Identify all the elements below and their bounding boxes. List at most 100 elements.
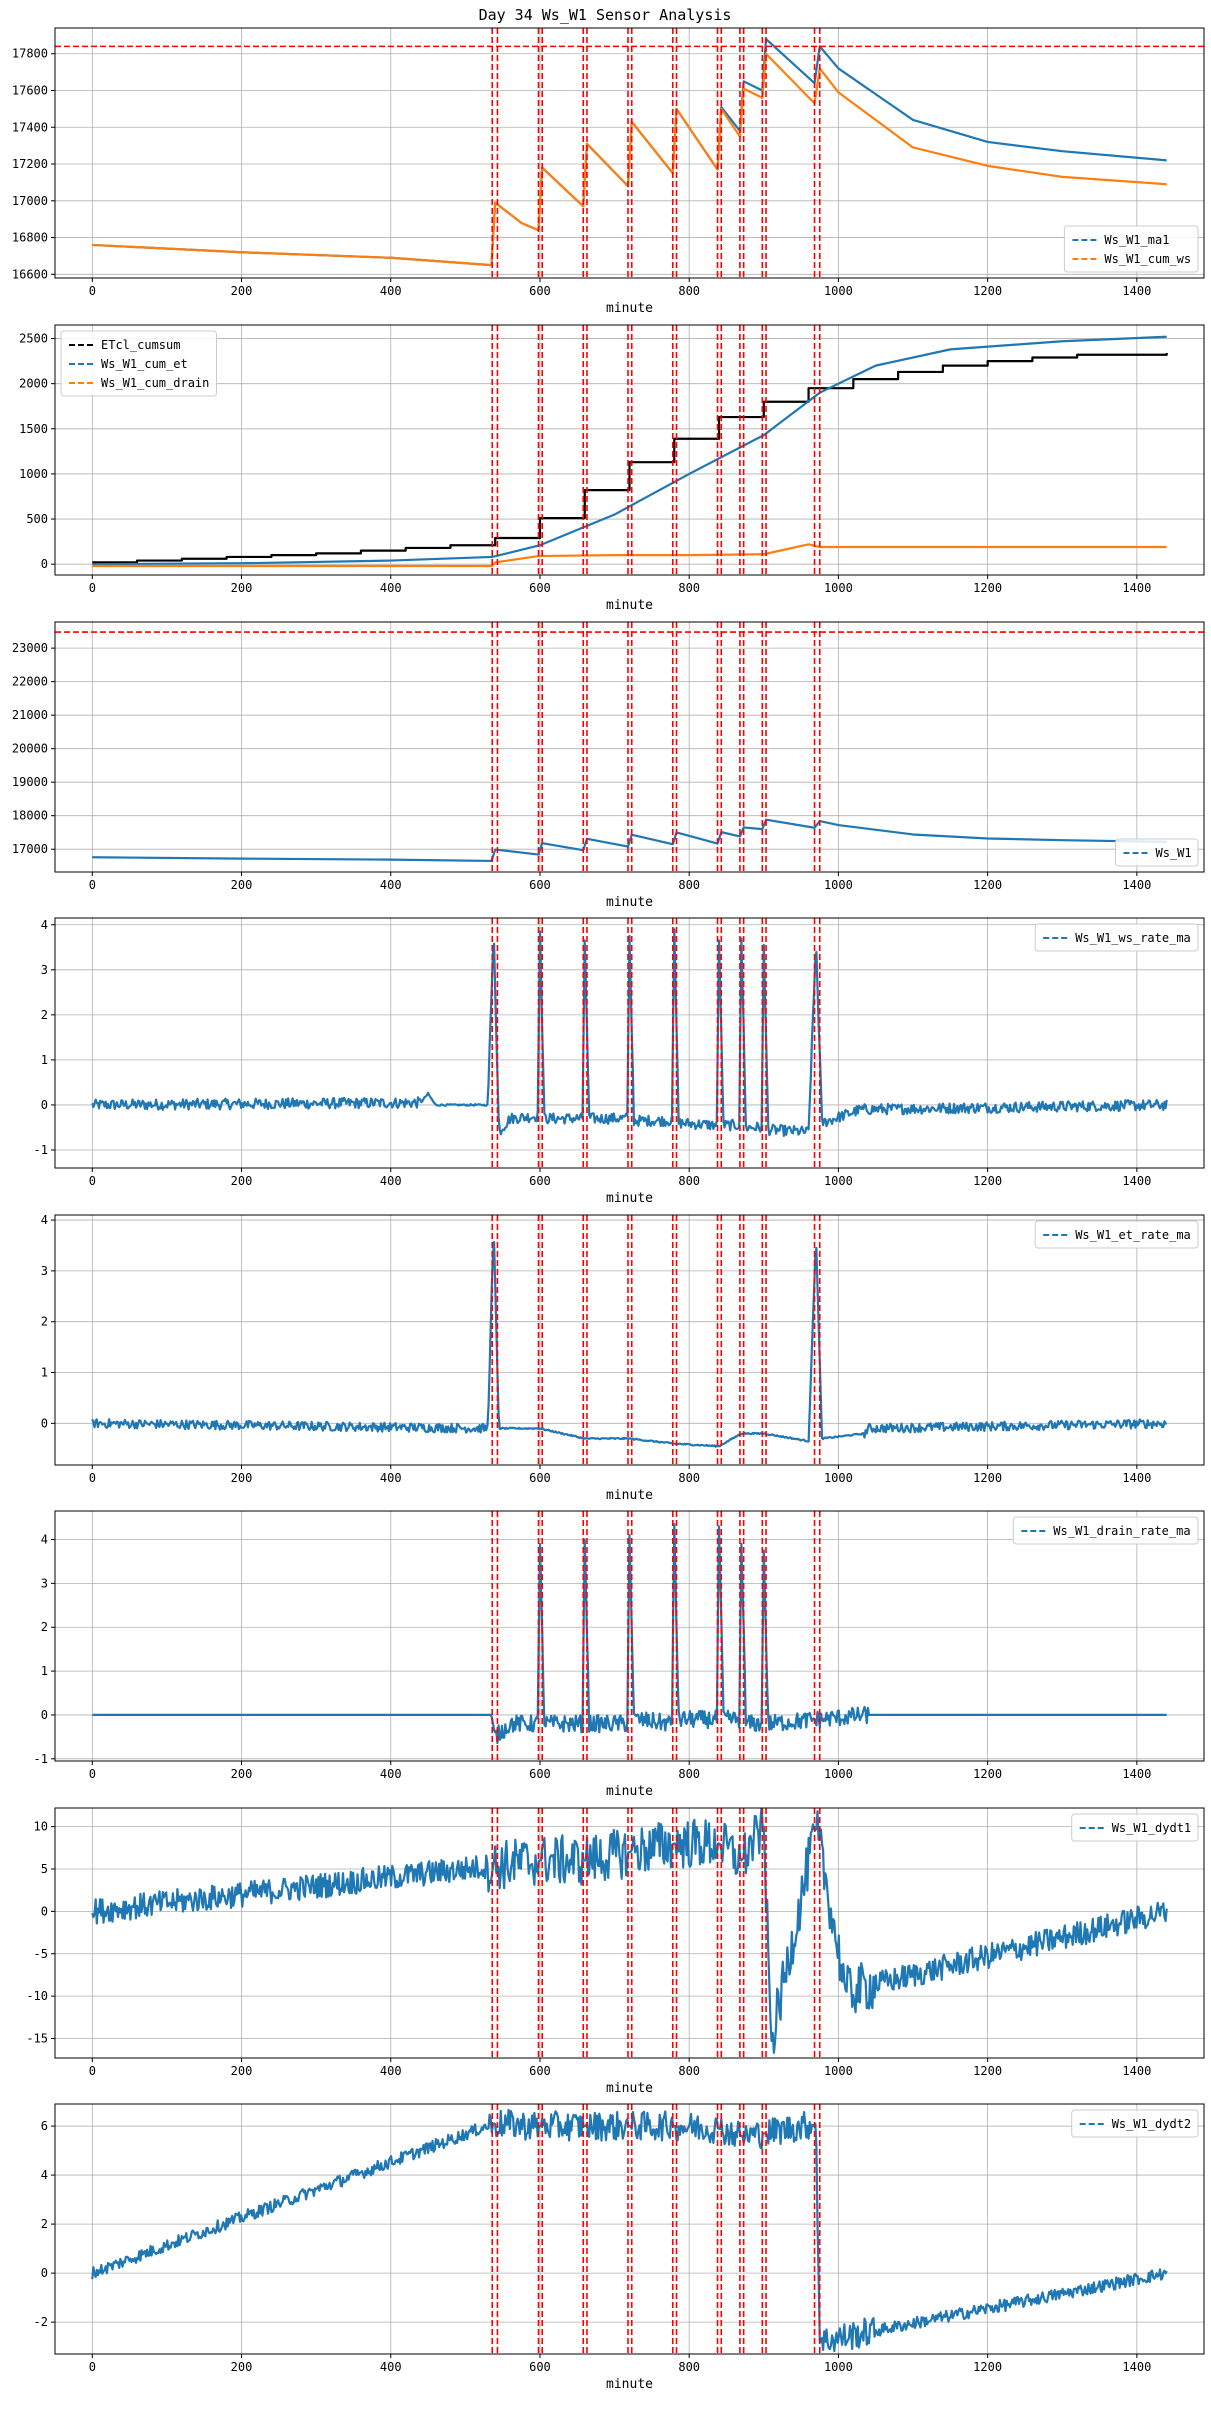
legend-box	[1034, 1220, 1199, 1249]
axes-frame	[54, 1214, 1205, 1466]
legend-label: Ws_W1_cum_et	[101, 357, 188, 371]
x-tick-label: 1000	[824, 1767, 853, 1781]
panel-1: 0 200 400 600 800 1000 1200 1400 16600 16800 17000…	[12, 27, 1205, 316]
y-tick-label: 2	[41, 1008, 48, 1022]
plot-area	[91, 1808, 1168, 2058]
x-tick-label: 400	[380, 878, 402, 892]
x-tick-label: 200	[231, 2064, 253, 2078]
y-tick-label: 2	[41, 1315, 48, 1329]
x-tick-label: 1200	[973, 1174, 1002, 1188]
y-tick-label: 3	[41, 1264, 48, 1278]
y-tick-label: 4	[41, 2168, 48, 2182]
x-tick-label: 1400	[1122, 2360, 1151, 2374]
x-axis-label: minute	[606, 598, 653, 613]
y-tick-label: 21000	[12, 708, 48, 722]
legend-box	[1034, 923, 1199, 952]
plot-area	[91, 918, 1168, 1168]
x-axis-label: minute	[606, 2081, 653, 2096]
y-tick-label: -1	[34, 1143, 48, 1157]
x-tick-label: 400	[380, 581, 402, 595]
y-tick-label: 23000	[12, 641, 48, 655]
axes-frame	[54, 917, 1205, 1169]
x-tick-label: 200	[231, 2360, 253, 2374]
x-tick-label: 600	[529, 284, 551, 298]
y-tick-label: 1500	[19, 422, 48, 436]
y-tick-label: 6	[41, 2119, 48, 2133]
x-tick-label: 400	[380, 2064, 402, 2078]
y-tick-label: 2000	[19, 377, 48, 391]
y-tick-label: 1	[41, 1053, 48, 1067]
x-tick-label: 600	[529, 2360, 551, 2374]
y-tick-label: 22000	[12, 675, 48, 689]
x-tick-label: 1200	[973, 2360, 1002, 2374]
y-tick-label: 0	[41, 2266, 48, 2280]
x-tick-label: 1400	[1122, 1471, 1151, 1485]
legend: Ws_W1_et_rate_ma	[1034, 1220, 1199, 1249]
x-tick-label: 600	[529, 1174, 551, 1188]
x-tick-label: 0	[89, 581, 96, 595]
legend-box	[1063, 225, 1199, 273]
x-tick-label: 800	[678, 2064, 700, 2078]
plot-area	[55, 28, 1204, 278]
legend-label: Ws_W1_cum_drain	[101, 376, 209, 390]
y-tick-label: 17000	[12, 842, 48, 856]
legend-label: Ws_W1_ma1	[1104, 233, 1169, 247]
legend: ETcl_cumsum Ws_W1_cum_et Ws_W1_cum_drain	[60, 330, 217, 397]
x-tick-label: 400	[380, 1174, 402, 1188]
y-tick-label: 500	[26, 512, 48, 526]
axes-frame	[54, 27, 1205, 279]
legend: Ws_W1_ma1 Ws_W1_cum_ws	[1063, 225, 1199, 273]
plot-area	[91, 1215, 1168, 1465]
x-axis-label: minute	[606, 1784, 653, 1799]
y-tick-label: 10	[34, 1820, 48, 1834]
legend-label: Ws_W1_dydt1	[1112, 1821, 1191, 1835]
y-tick-label: 0	[41, 1708, 48, 1722]
x-axis-label: minute	[606, 895, 653, 910]
x-tick-label: 0	[89, 1767, 96, 1781]
y-tick-label: 5	[41, 1862, 48, 1876]
x-tick-label: 200	[231, 284, 253, 298]
legend-box	[1012, 1516, 1199, 1545]
legend: Ws_W1_ws_rate_ma	[1034, 923, 1199, 952]
axes-frame	[54, 1807, 1205, 2059]
x-tick-label: 600	[529, 878, 551, 892]
x-tick-label: 1200	[973, 2064, 1002, 2078]
y-tick-label: 17000	[12, 194, 48, 208]
legend-label: Ws_W1_dydt2	[1112, 2117, 1191, 2131]
x-tick-label: 400	[380, 1471, 402, 1485]
x-tick-label: 1000	[824, 1174, 853, 1188]
x-tick-label: 1200	[973, 284, 1002, 298]
series-line-Ws_W1_cum_et	[92, 335, 1167, 566]
x-tick-label: 800	[678, 878, 700, 892]
plot-area	[55, 622, 1204, 872]
series-line-ETcl_cumsum	[92, 352, 1168, 564]
y-tick-label: 0	[41, 1098, 48, 1112]
y-tick-label: -5	[34, 1947, 48, 1961]
x-tick-label: 200	[231, 1174, 253, 1188]
y-tick-label: 2	[41, 1620, 48, 1634]
panel-8: 0 200 400 600 800 1000 1200 1400 -2 0 2 4 6 minute Ws_…	[34, 2103, 1205, 2392]
y-tick-label: 16600	[12, 267, 48, 281]
x-tick-label: 1000	[824, 1471, 853, 1485]
plot-area	[91, 2104, 1168, 2354]
axes-frame	[54, 324, 1205, 576]
y-tick-label: 3	[41, 963, 48, 977]
legend-box	[60, 330, 217, 397]
series-line-Ws_W1_et_rate_ma	[91, 1240, 1168, 1448]
x-tick-label: 0	[89, 1471, 96, 1485]
series-line-Ws_W1	[92, 818, 1167, 863]
y-tick-label: 4	[41, 1533, 48, 1547]
x-tick-label: 0	[89, 2064, 96, 2078]
panel-2: 0 200 400 600 800 1000 1200 1400 0 500 1000 1500 200…	[19, 324, 1205, 613]
legend: Ws_W1_drain_rate_ma	[1012, 1516, 1199, 1545]
figure-title: Day 34 Ws_W1 Sensor Analysis	[479, 6, 732, 24]
x-tick-label: 1200	[973, 581, 1002, 595]
x-tick-label: 1400	[1122, 284, 1151, 298]
x-axis-label: minute	[606, 1191, 653, 1206]
y-tick-label: 17400	[12, 120, 48, 134]
x-tick-label: 1400	[1122, 2064, 1151, 2078]
x-tick-label: 800	[678, 1767, 700, 1781]
x-tick-label: 1000	[824, 878, 853, 892]
legend-label: Ws_W1_ws_rate_ma	[1075, 931, 1191, 945]
